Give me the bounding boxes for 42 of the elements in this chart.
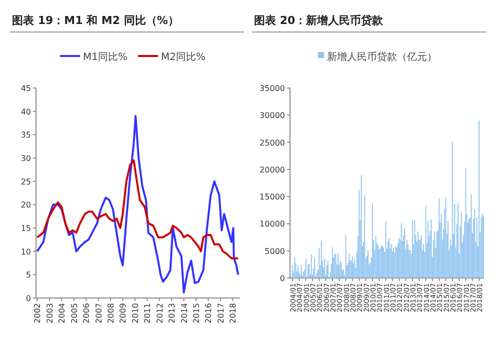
x-tick-label: 2004 — [58, 303, 67, 324]
chart-title: 图表 20：新增人民币贷款 — [254, 14, 384, 27]
y-tick-label: 35000 — [260, 84, 285, 93]
x-tick-label: 2010 — [130, 303, 140, 324]
y-tick-label: 20 — [20, 200, 31, 210]
line-series — [36, 159, 240, 260]
line-series — [36, 115, 240, 294]
y-tick-label: 0 — [26, 294, 31, 303]
y-tick-label: 40 — [20, 107, 31, 116]
legend-label: M2同比% — [161, 51, 206, 63]
y-tick-label: 5000 — [264, 246, 285, 256]
chart-title: 图表 19：M1 和 M2 同比（%） — [12, 14, 179, 27]
x-tick-label: 2016 — [204, 303, 214, 324]
y-tick-label: 25000 — [260, 138, 285, 148]
y-tick-label: 30000 — [260, 111, 285, 120]
y-tick-label: 30 — [20, 154, 31, 163]
x-tick-label: 2017 — [216, 303, 226, 324]
y-tick-label: 10000 — [260, 220, 285, 229]
x-tick-label: 2005 — [70, 303, 79, 324]
x-tick-label: 2011 — [143, 303, 152, 324]
x-tick-label: 2013 — [168, 303, 177, 324]
x-tick-label: 2015 — [192, 303, 202, 324]
y-tick-label: 15000 — [260, 192, 285, 202]
x-tick-label: 2003 — [45, 303, 54, 324]
y-tick-label: 10 — [20, 247, 31, 256]
x-tick-label: 2014 — [180, 303, 189, 324]
x-tick-label: 2018 — [228, 303, 238, 324]
legend-label: 新增人民币贷款（亿元） — [327, 51, 437, 63]
y-tick-label: 35 — [20, 130, 31, 140]
x-tick-label: 2012 — [155, 303, 164, 324]
y-tick-label: 0 — [280, 274, 285, 283]
x-tick-label: 2007 — [94, 303, 104, 324]
x-tick-label: 2008 — [106, 303, 116, 324]
y-tick-label: 20000 — [260, 165, 285, 174]
x-tick-label: 2009 — [118, 303, 128, 324]
y-tick-label: 5 — [26, 270, 31, 280]
legend-label: M1同比% — [83, 51, 128, 63]
x-tick-label: 2002 — [33, 303, 42, 324]
y-tick-label: 45 — [20, 84, 31, 93]
y-tick-label: 15 — [20, 224, 31, 233]
x-tick-label: 2006 — [82, 303, 92, 324]
y-tick-label: 25 — [20, 177, 31, 186]
